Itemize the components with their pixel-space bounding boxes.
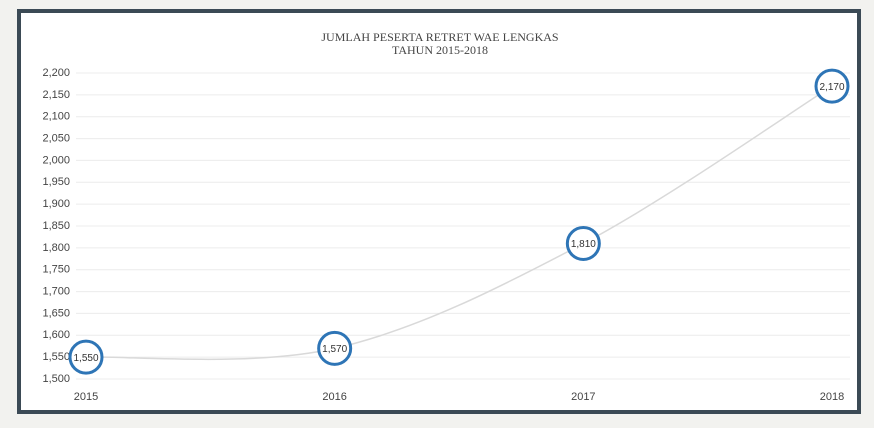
chart-title: JUMLAH PESERTA RETRET WAE LENGKAS (321, 30, 558, 44)
chart-frame (17, 9, 861, 414)
y-tick-label: 1,950 (42, 176, 70, 188)
x-tick-label: 2016 (322, 391, 346, 403)
y-tick-label: 1,500 (42, 373, 70, 385)
data-point (317, 330, 353, 366)
chart-subtitle: TAHUN 2015-2018 (392, 43, 488, 57)
data-point (68, 339, 104, 375)
y-tick-label: 1,850 (42, 220, 70, 232)
y-tick-label: 2,000 (42, 154, 70, 166)
y-tick-label: 1,900 (42, 198, 70, 210)
data-label: 1,570 (322, 344, 347, 355)
x-tick-label: 2017 (571, 391, 595, 403)
y-tick-label: 1,600 (42, 329, 70, 341)
data-label: 1,810 (571, 239, 596, 250)
data-point (814, 68, 850, 104)
y-tick-label: 2,050 (42, 132, 70, 144)
y-tick-label: 1,700 (42, 285, 70, 297)
y-tick-label: 1,800 (42, 242, 70, 254)
x-tick-label: 2015 (74, 391, 98, 403)
y-tick-label: 2,100 (42, 111, 70, 123)
y-tick-label: 1,750 (42, 264, 70, 276)
data-label: 2,170 (819, 82, 844, 93)
y-tick-label: 2,150 (42, 89, 70, 101)
data-label: 1,550 (73, 353, 98, 364)
data-point (565, 225, 601, 261)
x-tick-label: 2018 (820, 391, 844, 403)
y-tick-label: 2,200 (42, 67, 70, 79)
y-tick-label: 1,550 (42, 351, 70, 363)
y-tick-label: 1,650 (42, 307, 70, 319)
series-line (85, 85, 833, 361)
